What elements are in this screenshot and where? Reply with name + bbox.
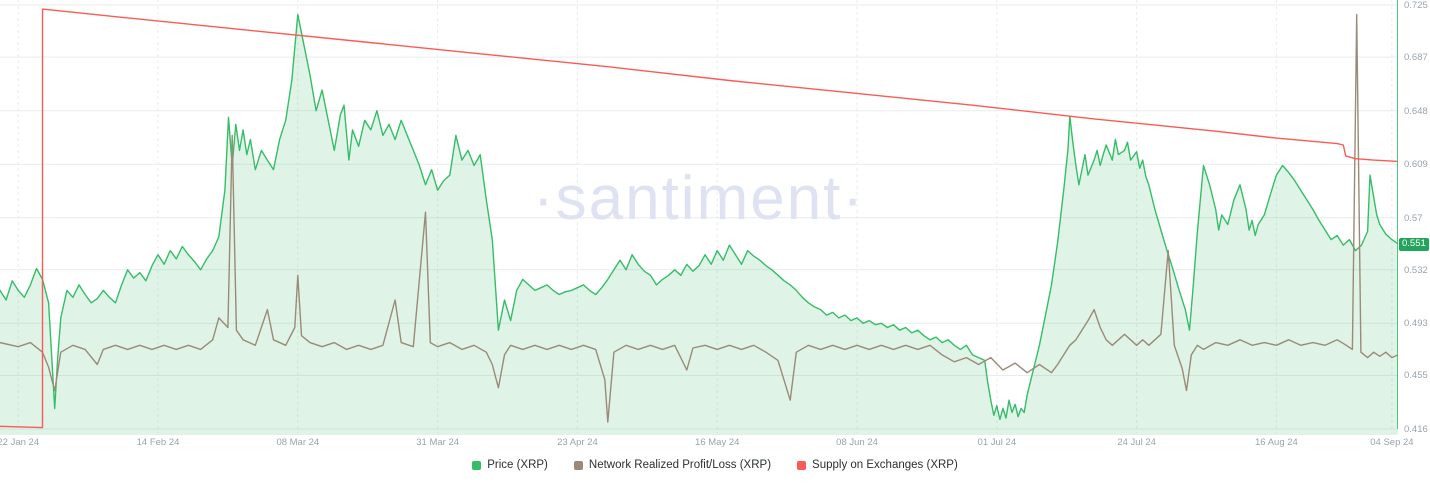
y-tick-label: 0.609 bbox=[1404, 159, 1428, 171]
x-tick-label: 14 Feb 24 bbox=[136, 437, 180, 448]
x-tick-label: 22 Jan 24 bbox=[0, 437, 40, 448]
y-tick-label: 0.532 bbox=[1404, 264, 1428, 276]
plot-area[interactable]: ·santiment· 0.551 bbox=[0, 0, 1429, 436]
legend-item-supply[interactable]: Supply on Exchanges (XRP) bbox=[797, 459, 958, 471]
legend-label-nrpl: Network Realized Profit/Loss (XRP) bbox=[588, 459, 772, 471]
y-tick-label: 0.725 bbox=[1404, 0, 1428, 11]
legend: Price (XRP) Network Realized Profit/Loss… bbox=[0, 459, 1430, 471]
x-tick-label: 04 Sep 24 bbox=[1370, 437, 1414, 448]
nrpl-swatch-icon bbox=[573, 460, 583, 470]
y-tick-label: 0.416 bbox=[1404, 424, 1428, 435]
legend-item-price[interactable]: Price (XRP) bbox=[472, 459, 548, 471]
y-tick-label: 0.455 bbox=[1404, 370, 1428, 382]
price-series-area bbox=[0, 14, 1398, 435]
x-tick-label: 16 Aug 24 bbox=[1255, 437, 1298, 448]
x-tick-label: 01 Jul 24 bbox=[977, 437, 1017, 448]
x-tick-label: 31 Mar 24 bbox=[416, 437, 460, 448]
x-tick-label: 23 Apr 24 bbox=[557, 437, 598, 448]
price-series-line[interactable] bbox=[0, 13, 1398, 421]
y-axis: 0.725 0.687 0.648 0.609 0.57 0.532 0.493 0.455 0… bbox=[1398, 0, 1430, 436]
y-tick-label: 0.687 bbox=[1404, 52, 1428, 64]
x-axis: 22 Jan 24 14 Feb 24 08 Mar 24 31 Mar 24 23 A… bbox=[0, 437, 1414, 452]
x-tick-label: 08 Mar 24 bbox=[276, 437, 320, 448]
supply-swatch-icon bbox=[797, 460, 807, 470]
supply-series-line[interactable] bbox=[0, 8, 1398, 429]
legend-item-nrpl[interactable]: Network Realized Profit/Loss (XRP) bbox=[573, 459, 772, 471]
x-tick-label: 08 Jun 24 bbox=[836, 437, 878, 448]
chart-canvas[interactable] bbox=[0, 0, 1398, 436]
x-tick-label: 24 Jul 24 bbox=[1117, 437, 1156, 448]
x-tick-label: 16 May 24 bbox=[695, 437, 740, 448]
current-price-badge: 0.551 bbox=[1399, 237, 1429, 251]
legend-label-supply: Supply on Exchanges (XRP) bbox=[812, 459, 958, 471]
price-swatch-icon bbox=[472, 460, 482, 470]
nrpl-series-line[interactable] bbox=[0, 13, 1398, 423]
y-tick-label: 0.648 bbox=[1404, 105, 1428, 117]
y-tick-label: 0.493 bbox=[1404, 318, 1428, 330]
y-tick-label: 0.57 bbox=[1404, 212, 1423, 224]
legend-label-price: Price (XRP) bbox=[487, 459, 548, 471]
